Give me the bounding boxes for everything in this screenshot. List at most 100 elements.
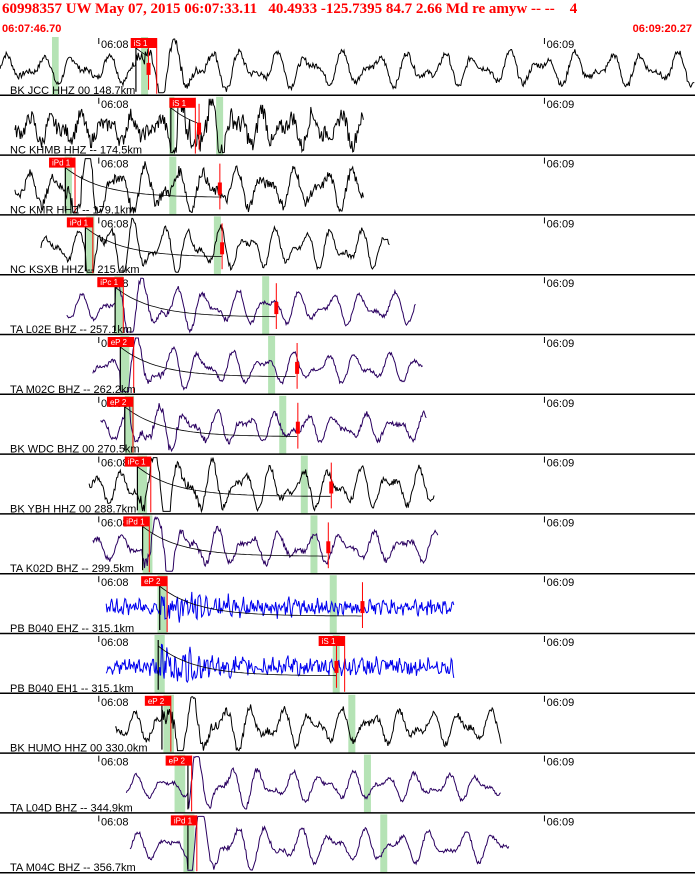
phase-pick-box: [107, 337, 134, 347]
window-end-band: [310, 515, 318, 574]
window-end-band: [329, 575, 337, 633]
trace-row: 06:08 06:09 iS 1 PB B040 EH1 -- 315.1km: [0, 635, 695, 695]
window-start-time: 06:07:46.70: [2, 23, 62, 35]
time-tick-label: 06:08: [101, 39, 129, 51]
coda-curve: [114, 286, 276, 318]
trace-row: 06:08 06:09 iPd 1 NC KSXB HHZ -- 215.4km: [0, 216, 695, 276]
coda-end-block: [217, 182, 222, 195]
station-label: NC KHMB HHZ -- 174.5km: [10, 145, 142, 157]
waveform: [105, 643, 455, 684]
header-bar: 60998357 UW May 07, 2015 06:07:33.11 40.…: [0, 0, 695, 36]
coda-curve: [157, 645, 337, 677]
coda-end-block: [326, 541, 331, 554]
time-tick-label: 06:09: [547, 816, 575, 828]
phase-pick-label: iPc 1: [100, 278, 118, 287]
window-end-band: [363, 754, 371, 813]
coda-end-block: [360, 601, 365, 614]
time-tick-label: 06:09: [547, 278, 575, 290]
waveform: [92, 516, 439, 572]
time-tick-label: 06:08: [101, 99, 129, 111]
window-end-band: [216, 96, 224, 155]
waveform: [92, 337, 423, 393]
station-label: NC KSXB HHZ -- 215.4km: [10, 264, 140, 276]
trace-row: 06:08 06:09 eP 2 TA L04D BHZ -- 344.9km: [0, 754, 695, 814]
phase-pick-box: [66, 217, 93, 228]
waveform: [88, 457, 435, 514]
time-tick-label: 06:08: [101, 757, 129, 769]
waveform: [14, 158, 364, 214]
trace-row: 06:08 06:09 iPd 1 NC KMR HHZ -- 179.1km: [0, 156, 695, 216]
coda-end-block: [220, 242, 225, 255]
coda-curve: [120, 346, 296, 377]
phase-pick-label: iPd 1: [52, 159, 71, 168]
phase-pick-box: [49, 157, 76, 168]
window-start-band: [142, 515, 153, 574]
phase-pick-box: [169, 97, 196, 108]
time-tick-label: 06:09: [547, 577, 575, 589]
time-tick-label: 06:09: [547, 637, 575, 649]
phase-pick-box: [144, 695, 171, 706]
time-tick-label: 06:08: [101, 517, 129, 529]
time-tick-label: 06:08: [101, 577, 129, 589]
trace-row: 06:08 06:09 iPc 1 BK YBH HHZ 00 288.7km: [0, 455, 695, 515]
phase-pick-label: eP 2: [110, 398, 127, 407]
time-tick-label: 06:09: [547, 757, 575, 769]
time-tick-label: 06:09: [547, 458, 575, 470]
window-end-band: [169, 156, 177, 215]
phase-pick-box: [123, 516, 150, 527]
time-tick-label: 06:09: [547, 99, 575, 111]
phase-pick-label: eP 2: [169, 757, 186, 766]
time-tick-label: 06:09: [547, 697, 575, 709]
phase-pick-label: iPd 1: [126, 517, 145, 526]
station-label: TA L04D BHZ -- 344.9km: [10, 802, 133, 814]
window-start-band: [137, 455, 148, 514]
event-title: 60998357 UW May 07, 2015 06:07:33.11 40.…: [2, 1, 578, 17]
phase-pick-box: [124, 456, 151, 467]
time-tick-label: 06:08: [101, 159, 129, 171]
phase-pick-label: iS 1: [322, 637, 336, 646]
coda-curve: [142, 526, 327, 557]
station-label: PB B040 EHZ -- 315.1km: [10, 623, 134, 635]
phase-pick-label: eP 2: [144, 577, 161, 586]
window-start-band: [86, 216, 95, 275]
station-label: TA K02D BHZ -- 299.5km: [10, 563, 134, 575]
time-tick-label: 06:09: [547, 159, 575, 171]
window-end-band: [262, 276, 270, 334]
window-end-band: [268, 336, 276, 394]
station-label: TA L02E BHZ -- 257.1km: [10, 324, 132, 336]
time-tick-label: 06:09: [547, 338, 575, 350]
phase-pick-label: eP 2: [148, 697, 165, 706]
station-label: TA M02C BHZ -- 262.2km: [10, 384, 136, 396]
phase-pick-label: eP 2: [111, 338, 128, 347]
phase-pick-label: iPd 1: [70, 218, 89, 227]
trace-row: 06:08 06:09 iPd 1 TA K02D BHZ -- 299.5km: [0, 515, 695, 575]
window-start-band: [51, 37, 59, 95]
trace-row: 06:08 06:09 eP 2 PB B040 EHZ -- 315.1km: [0, 575, 695, 635]
window-start-band: [154, 635, 165, 693]
window-end-band: [141, 37, 149, 95]
window-start-band: [174, 754, 186, 813]
waveform: [105, 591, 455, 623]
coda-end-block: [329, 481, 334, 494]
trace-row: 06:08 06:09 eP 2 BK HUMO HHZ 00 330.0km: [0, 694, 695, 755]
window-start-band: [64, 156, 72, 215]
phase-pick-box: [141, 576, 168, 587]
waveform: [125, 755, 501, 810]
phase-pick-label: iPd 1: [174, 816, 193, 825]
window-start-band: [169, 96, 175, 155]
time-tick-label: 06:08: [101, 637, 129, 649]
phase-pick-box: [165, 755, 192, 766]
station-label: BK WDC BHZ 00 270.5km: [10, 444, 140, 456]
phase-pick-box: [106, 396, 133, 407]
waveform: [114, 696, 502, 752]
time-tick-label: 06:09: [547, 398, 575, 410]
trace-row: 06:08 06:09 iPd 1 TA M04C BHZ -- 356.7km: [0, 814, 695, 874]
window-end-band: [279, 395, 287, 454]
waveform: [40, 217, 390, 273]
time-tick-label: 06:09: [547, 218, 575, 230]
window-start-band: [124, 395, 135, 454]
waveform: [14, 98, 364, 155]
